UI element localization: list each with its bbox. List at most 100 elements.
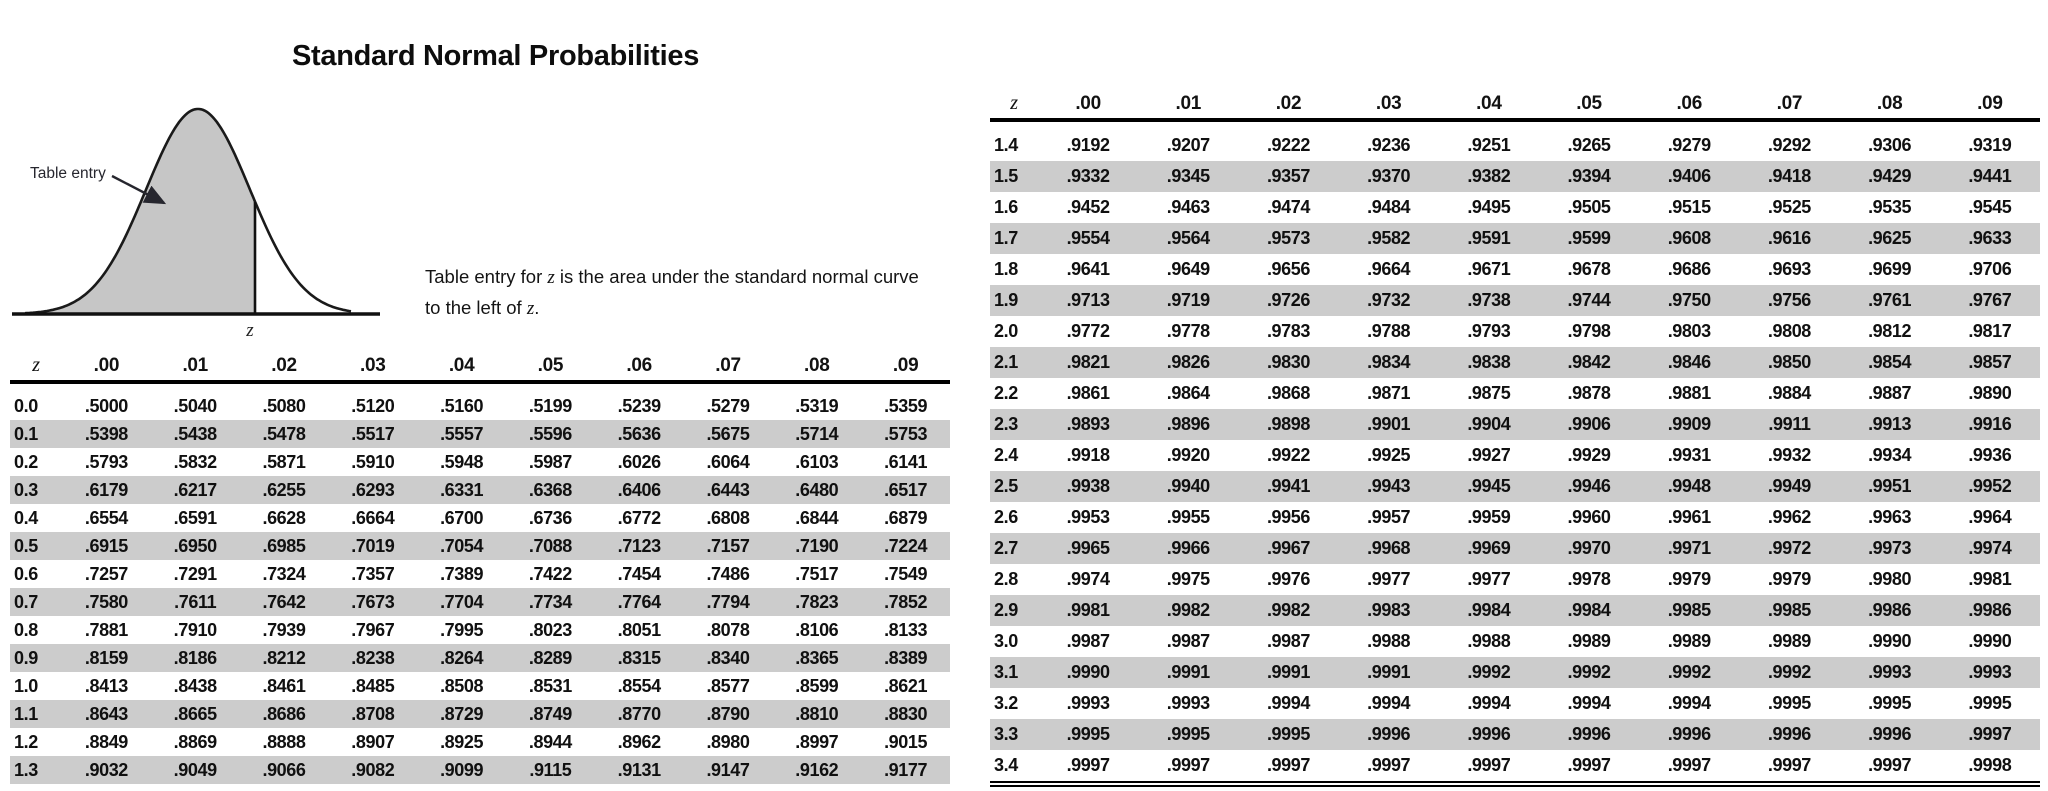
prob-cell: .9625: [1868, 228, 1912, 248]
prob-cell: .9535: [1868, 197, 1912, 217]
table-row: 1.9 .9713 .9719 .9726 .9732 .9738 .9744 .9750 .9…: [990, 285, 2040, 316]
prob-cell: .6480: [795, 479, 839, 500]
prob-cell: .7881: [84, 619, 128, 640]
prob-cell: .9992: [1667, 662, 1711, 682]
table-row: 2.9 .9981 .9982 .9982 .9983 .9984 .9984 .9985 .9…: [990, 595, 2040, 626]
prob-cell: .6368: [528, 479, 572, 500]
prob-cell: .9812: [1868, 321, 1912, 341]
prob-cell: .9951: [1868, 476, 1912, 496]
table-row: 1.1 .8643 .8665 .8686 .8708 .8729 .8749 .8770 .8…: [10, 700, 950, 728]
prob-cell: .9976: [1266, 569, 1310, 589]
prob-cell: .5675: [706, 423, 750, 444]
col-header: .07: [1739, 92, 1840, 122]
z-row-label: 2.4: [994, 445, 1018, 465]
z-row-label: 1.9: [994, 290, 1018, 310]
prob-cell: .9997: [1166, 755, 1210, 775]
prob-cell: .9591: [1467, 228, 1511, 248]
prob-cell: .9890: [1968, 383, 2012, 403]
caption-text: Table entry for: [425, 266, 548, 287]
prob-cell: .9429: [1868, 166, 1912, 186]
z-row-label: 2.3: [994, 414, 1018, 434]
col-header: .06: [1639, 92, 1740, 122]
prob-cell: .7549: [884, 563, 928, 584]
prob-cell: .9945: [1467, 476, 1511, 496]
prob-cell: .9236: [1367, 135, 1411, 155]
table-row: 2.2 .9861 .9864 .9868 .9871 .9875 .9878 .9881 .9…: [990, 378, 2040, 409]
prob-cell: .9997: [1367, 755, 1411, 775]
prob-cell: .9918: [1066, 445, 1110, 465]
prob-cell: .7734: [528, 591, 572, 612]
prob-cell: .9726: [1266, 290, 1310, 310]
col-header: .00: [62, 354, 151, 384]
prob-cell: .9767: [1968, 290, 2012, 310]
prob-cell: .9983: [1367, 600, 1411, 620]
prob-cell: .8925: [440, 731, 484, 752]
prob-cell: .9931: [1667, 445, 1711, 465]
z-axis-label: z: [245, 320, 254, 341]
z-row-label: 0.6: [14, 563, 38, 584]
prob-cell: .9978: [1567, 569, 1611, 589]
prob-cell: .8078: [706, 619, 750, 640]
prob-cell: .9803: [1667, 321, 1711, 341]
prob-cell: .8944: [528, 731, 572, 752]
prob-cell: .9162: [795, 759, 839, 780]
prob-cell: .9292: [1767, 135, 1811, 155]
prob-cell: .9932: [1767, 445, 1811, 465]
col-header: .01: [150, 354, 240, 384]
prob-cell: .9857: [1968, 352, 2012, 372]
prob-cell: .7157: [706, 535, 750, 556]
prob-cell: .7123: [617, 535, 661, 556]
prob-cell: .9934: [1868, 445, 1912, 465]
z-row-label: 0.5: [14, 535, 38, 556]
prob-cell: .7794: [706, 591, 750, 612]
z-row-label: 1.3: [14, 759, 38, 780]
prob-cell: .9989: [1767, 631, 1811, 651]
prob-cell: .9996: [1367, 724, 1411, 744]
prob-cell: .5239: [617, 395, 661, 416]
z-row-label: 1.0: [14, 675, 38, 696]
prob-cell: .9394: [1567, 166, 1611, 186]
prob-cell: .6406: [617, 479, 661, 500]
prob-cell: .8729: [440, 703, 484, 724]
prob-cell: .9993: [1868, 662, 1912, 682]
z-row-label: 2.9: [994, 600, 1018, 620]
z-row-label: 0.0: [14, 395, 38, 416]
prob-cell: .9382: [1467, 166, 1511, 186]
prob-cell: .9984: [1567, 600, 1611, 620]
prob-cell: .7019: [351, 535, 395, 556]
prob-cell: .9893: [1066, 414, 1110, 434]
prob-cell: .9846: [1667, 352, 1711, 372]
prob-cell: .9177: [884, 759, 928, 780]
z-row-label: 1.1: [14, 703, 38, 724]
prob-cell: .9997: [1968, 724, 2012, 744]
prob-cell: .6554: [84, 507, 128, 528]
prob-cell: .7910: [173, 619, 217, 640]
caption-text: to the left of: [425, 297, 527, 318]
prob-cell: .8186: [173, 647, 217, 668]
prob-cell: .6879: [884, 507, 928, 528]
prob-cell: .7704: [440, 591, 484, 612]
prob-cell: .9920: [1166, 445, 1210, 465]
prob-cell: .9943: [1367, 476, 1411, 496]
table-row: 0.6 .7257 .7291 .7324 .7357 .7389 .7422 .7454 .7…: [10, 560, 950, 588]
prob-cell: .9878: [1567, 383, 1611, 403]
prob-cell: .9988: [1367, 631, 1411, 651]
prob-cell: .9898: [1266, 414, 1310, 434]
prob-cell: .6844: [795, 507, 839, 528]
prob-cell: .9332: [1066, 166, 1110, 186]
prob-cell: .9994: [1567, 693, 1611, 713]
prob-cell: .8051: [617, 619, 661, 640]
prob-cell: .8997: [795, 731, 839, 752]
prob-cell: .9066: [262, 759, 306, 780]
prob-cell: .9995: [1868, 693, 1912, 713]
prob-cell: .9719: [1166, 290, 1210, 310]
prob-cell: .9808: [1767, 321, 1811, 341]
prob-cell: .9984: [1467, 600, 1511, 620]
prob-cell: .9982: [1266, 600, 1310, 620]
prob-cell: .5871: [262, 451, 306, 472]
table-row: 2.1 .9821 .9826 .9830 .9834 .9838 .9842 .9846 .9…: [990, 347, 2040, 378]
table-entry-annotation: Table entry: [30, 165, 106, 182]
prob-cell: .9251: [1467, 135, 1511, 155]
prob-cell: .9941: [1266, 476, 1310, 496]
prob-cell: .5160: [440, 395, 484, 416]
